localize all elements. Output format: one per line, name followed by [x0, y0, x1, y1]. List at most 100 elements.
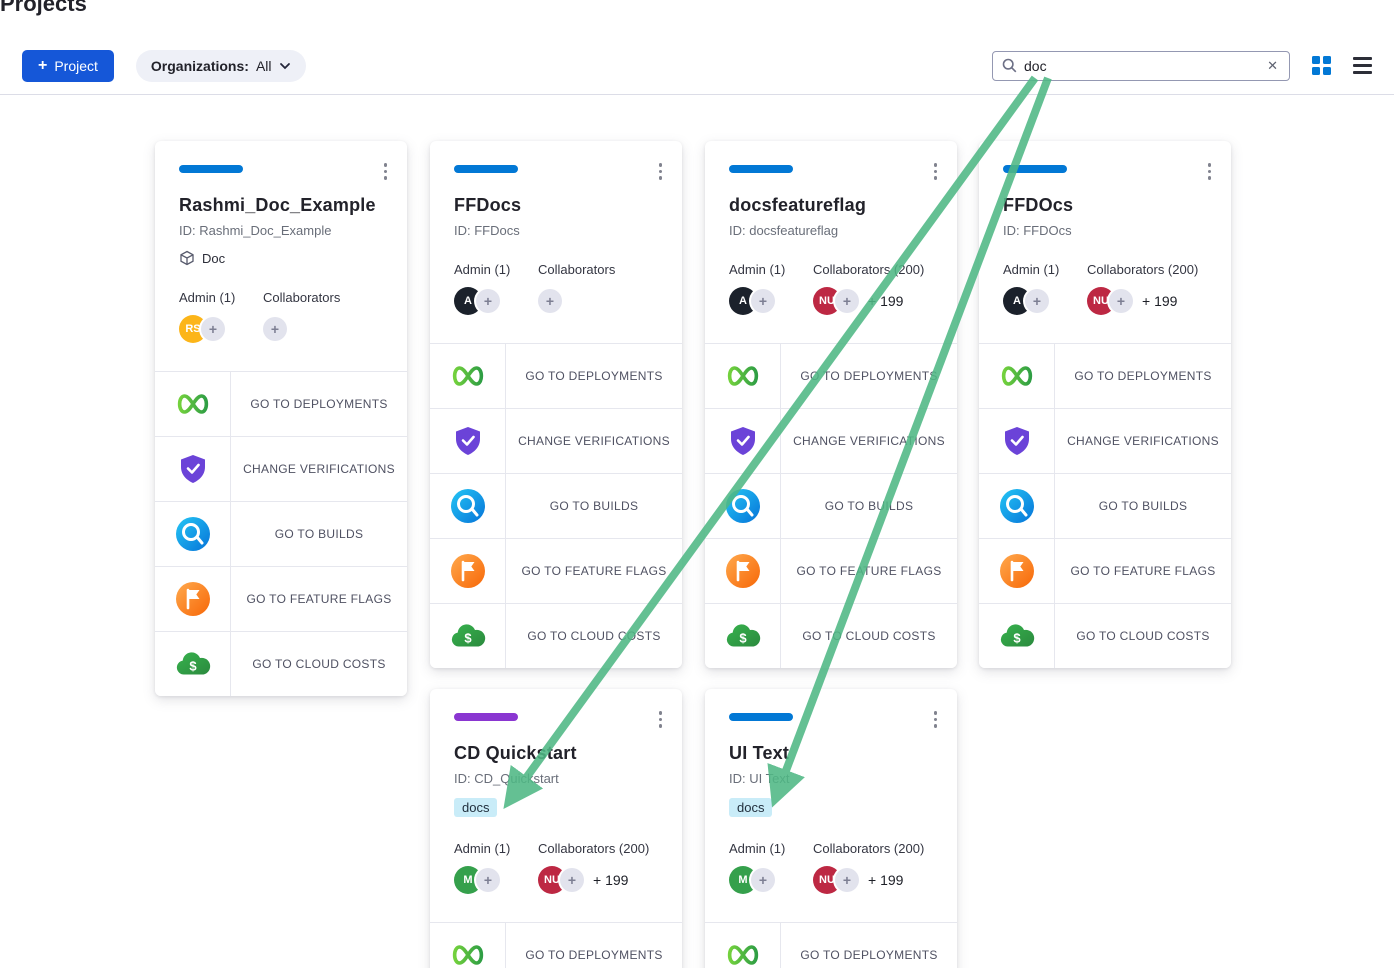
add-collaborator-button[interactable]: + [538, 289, 562, 313]
admin-avatars: A + [454, 287, 538, 315]
add-collaborator-button[interactable]: + [1109, 289, 1133, 313]
new-project-label: Project [54, 57, 98, 74]
search-input[interactable] [1024, 57, 1259, 74]
project-title: UI Text [729, 743, 790, 763]
members-section: Admin (1) A + Collaborators (200) NU + +… [1003, 262, 1207, 315]
action-builds[interactable]: GO TO BUILDS [705, 473, 957, 538]
new-project-button[interactable]: + Project [22, 49, 114, 82]
action-cloud-costs[interactable]: $ GO TO CLOUD COSTS [155, 631, 407, 696]
action-deployments[interactable]: GO TO DEPLOYMENTS [430, 922, 682, 968]
action-feature-flags[interactable]: GO TO FEATURE FLAGS [155, 566, 407, 631]
add-collaborator-button[interactable]: + [560, 868, 584, 892]
card-action-label: GO TO CLOUD COSTS [802, 629, 936, 643]
card-action-label: GO TO FEATURE FLAGS [1070, 564, 1216, 578]
svg-text:$: $ [1013, 631, 1021, 646]
collaborator-avatars: NU + + 199 [538, 866, 658, 894]
add-collaborator-button[interactable]: + [835, 868, 859, 892]
collaborators-label: Collaborators (200) [1087, 262, 1199, 277]
collaborators-column: Collaborators + [263, 290, 383, 343]
kebab-menu-icon[interactable] [378, 157, 394, 186]
action-deployments[interactable]: GO TO DEPLOYMENTS [430, 343, 682, 408]
project-card[interactable]: docsfeatureflag ID: docsfeatureflag Admi… [705, 141, 957, 668]
kebab-menu-icon[interactable] [653, 157, 669, 186]
search-icon [1002, 58, 1017, 73]
action-deployments[interactable]: GO TO DEPLOYMENTS [979, 343, 1231, 408]
collaborator-avatars: NU + + 199 [813, 287, 933, 315]
project-id: ID: UI Text [729, 771, 790, 786]
action-deployments[interactable]: GO TO DEPLOYMENTS [705, 343, 957, 408]
project-title: FFDocs [454, 195, 522, 215]
card-accent-bar [1003, 165, 1067, 173]
action-builds[interactable]: GO TO BUILDS [430, 473, 682, 538]
action-deployments[interactable]: GO TO DEPLOYMENTS [705, 922, 957, 968]
collaborators-label: Collaborators (200) [813, 262, 925, 277]
search-box: ✕ [992, 50, 1290, 81]
card-actions: GO TO DEPLOYMENTS CHANGE VERIFICATIONS G… [155, 371, 407, 696]
action-cloud-costs[interactable]: $ GO TO CLOUD COSTS [705, 603, 957, 668]
admin-avatars: A + [1003, 287, 1087, 315]
add-admin-button[interactable]: + [201, 317, 225, 341]
collaborators-label: Collaborators [538, 262, 616, 277]
project-card[interactable]: FFDocs ID: FFDocs Admin (1) A + Collabor… [430, 141, 682, 668]
card-actions: GO TO DEPLOYMENTS CHANGE VERIFICATIONS G… [430, 343, 682, 668]
organizations-filter[interactable]: Organizations: All [135, 49, 306, 82]
action-verifications[interactable]: CHANGE VERIFICATIONS [155, 436, 407, 501]
admin-label: Admin (1) [454, 262, 511, 277]
action-feature-flags[interactable]: GO TO FEATURE FLAGS [979, 538, 1231, 603]
card-accent-bar [729, 165, 793, 173]
clear-search-icon[interactable]: ✕ [1267, 58, 1278, 73]
action-verifications[interactable]: CHANGE VERIFICATIONS [430, 408, 682, 473]
action-cloud-costs[interactable]: $ GO TO CLOUD COSTS [430, 603, 682, 668]
add-collaborator-button[interactable]: + [263, 317, 287, 341]
action-verifications[interactable]: CHANGE VERIFICATIONS [705, 408, 957, 473]
pipeline-icon [155, 372, 231, 436]
list-view-icon[interactable] [1353, 57, 1372, 74]
add-admin-button[interactable]: + [1025, 289, 1049, 313]
action-builds[interactable]: GO TO BUILDS [155, 501, 407, 566]
feature-flag-icon [705, 539, 781, 603]
collaborator-avatars: + [263, 315, 383, 343]
action-builds[interactable]: GO TO BUILDS [979, 473, 1231, 538]
organizations-filter-label: Organizations: [150, 57, 249, 74]
project-card[interactable]: Rashmi_Doc_Example ID: Rashmi_Doc_Exampl… [155, 141, 407, 696]
card-action-label: GO TO CLOUD COSTS [1076, 629, 1210, 643]
project-card[interactable]: UI Text ID: UI Text docs Admin (1) M + C… [705, 689, 957, 968]
add-admin-button[interactable]: + [751, 289, 775, 313]
collaborator-avatars: NU + + 199 [1087, 287, 1207, 315]
card-header: Rashmi_Doc_Example ID: Rashmi_Doc_Exampl… [155, 141, 407, 371]
members-section: Admin (1) A + Collaborators + [454, 262, 658, 315]
card-action-label: CHANGE VERIFICATIONS [793, 434, 945, 448]
builds-icon [705, 474, 781, 538]
add-collaborator-button[interactable]: + [835, 289, 859, 313]
add-admin-button[interactable]: + [476, 289, 500, 313]
collaborator-overflow-count: + 199 [1142, 293, 1178, 309]
docs-tag: docs [729, 798, 773, 817]
action-feature-flags[interactable]: GO TO FEATURE FLAGS [705, 538, 957, 603]
project-card[interactable]: CD Quickstart ID: CD_Quickstart docs Adm… [430, 689, 682, 968]
kebab-menu-icon[interactable] [928, 157, 944, 186]
feature-flag-icon [979, 539, 1055, 603]
action-feature-flags[interactable]: GO TO FEATURE FLAGS [430, 538, 682, 603]
project-id: ID: Rashmi_Doc_Example [179, 223, 332, 238]
action-deployments[interactable]: GO TO DEPLOYMENTS [155, 371, 407, 436]
project-id: ID: FFDOcs [1003, 223, 1072, 238]
add-admin-button[interactable]: + [476, 868, 500, 892]
card-action-label: GO TO BUILDS [549, 499, 639, 513]
card-actions: GO TO DEPLOYMENTS CHANGE VERIFICATIONS G… [705, 343, 957, 668]
kebab-menu-icon[interactable] [1202, 157, 1218, 186]
card-accent-bar [729, 713, 793, 721]
admin-avatars: M + [454, 866, 538, 894]
project-card[interactable]: FFDOcs ID: FFDOcs Admin (1) A + Collabor… [979, 141, 1231, 668]
action-cloud-costs[interactable]: $ GO TO CLOUD COSTS [979, 603, 1231, 668]
toolbar: + Project Organizations: All ✕ [0, 37, 1394, 95]
kebab-menu-icon[interactable] [653, 705, 669, 734]
add-admin-button[interactable]: + [751, 868, 775, 892]
card-action-label: GO TO DEPLOYMENTS [525, 948, 663, 962]
card-action-label: GO TO FEATURE FLAGS [246, 592, 392, 606]
admin-label: Admin (1) [1003, 262, 1060, 277]
action-verifications[interactable]: CHANGE VERIFICATIONS [979, 408, 1231, 473]
kebab-menu-icon[interactable] [928, 705, 944, 734]
card-action-label: CHANGE VERIFICATIONS [518, 434, 670, 448]
grid-view-icon[interactable] [1312, 56, 1331, 75]
